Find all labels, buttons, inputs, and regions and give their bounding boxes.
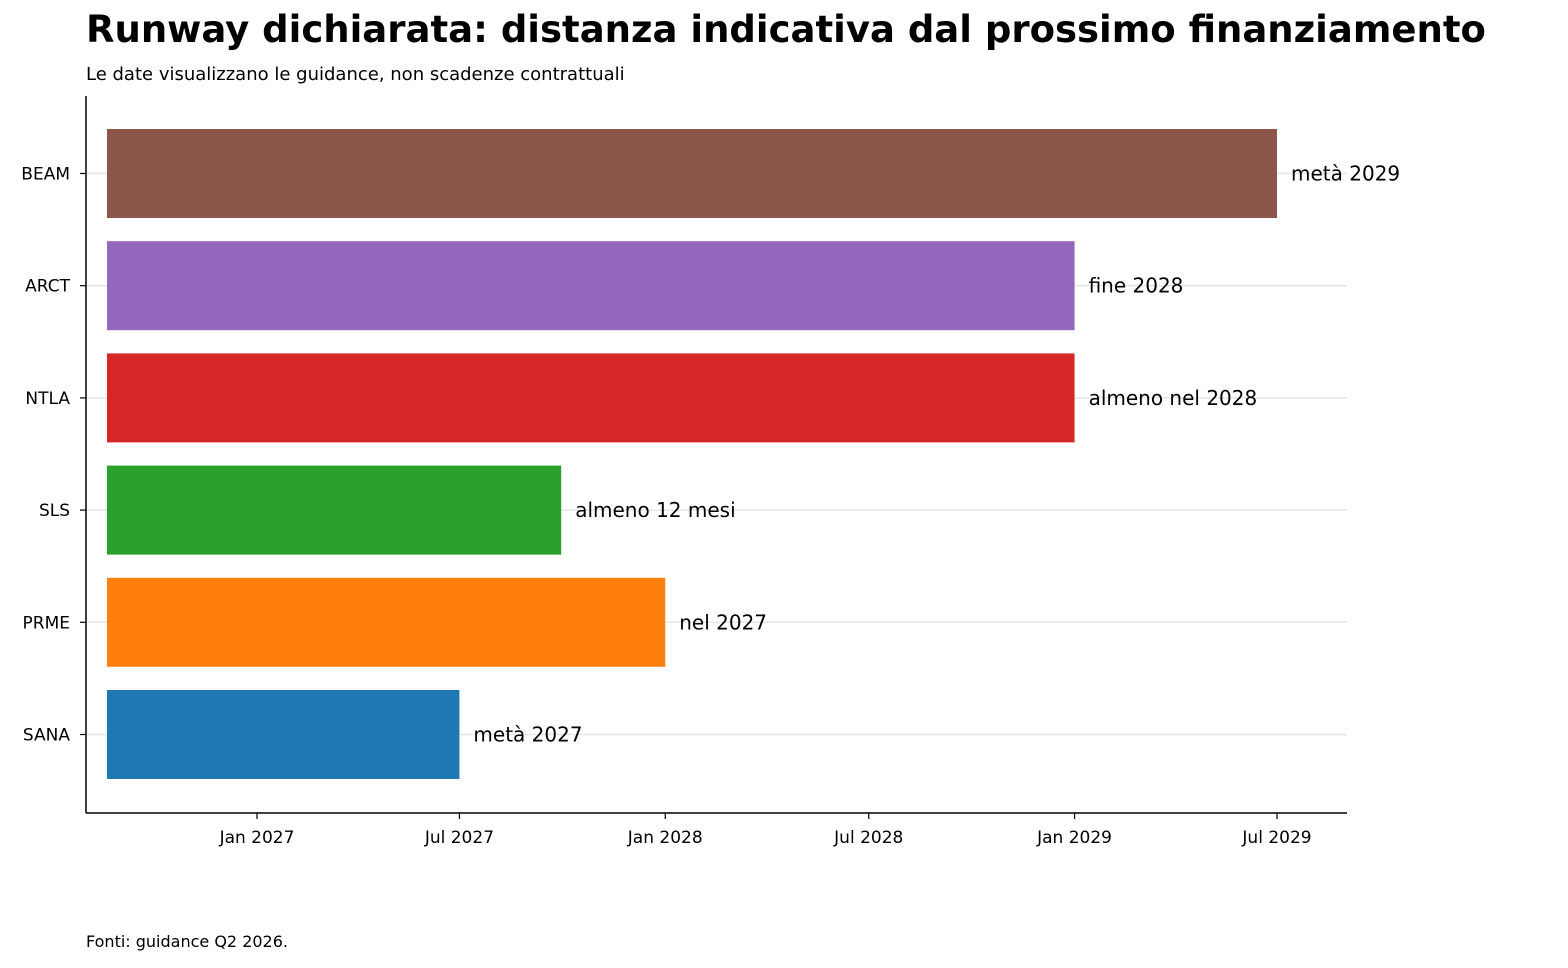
- bars: [107, 129, 1277, 779]
- bar-label-beam: metà 2029: [1291, 162, 1400, 186]
- chart-subtitle: Le date visualizzano le guidance, non sc…: [86, 64, 625, 85]
- bar-label-sls: almeno 12 mesi: [575, 498, 735, 522]
- x-tick-label: Jul 2029: [1241, 828, 1311, 848]
- bar-arct: [107, 241, 1075, 331]
- x-tick-label: Jan 2027: [219, 828, 295, 848]
- y-tick-label-prme: PRME: [23, 613, 70, 633]
- y-tick-label-sana: SANA: [23, 726, 70, 746]
- x-tick-label: Jul 2027: [424, 828, 494, 848]
- axes: BEAM ARCT NTLA SLS PRME SANA Jan 2027 Jul 2027 J…: [21, 96, 1347, 848]
- bar-ntla: [107, 353, 1075, 443]
- bar-prme: [107, 577, 666, 667]
- bar-label-prme: nel 2027: [679, 610, 767, 634]
- bar-label-sana: metà 2027: [473, 723, 582, 747]
- chart-title: Runway dichiarata: distanza indicativa d…: [86, 8, 1486, 51]
- y-tick-label-sls: SLS: [39, 501, 70, 521]
- bar-beam: [107, 129, 1277, 218]
- bar-sana: [107, 690, 460, 779]
- y-tick-label-arct: ARCT: [25, 277, 70, 297]
- x-tick-label: Jan 2029: [1036, 828, 1112, 848]
- x-tick-label: Jan 2028: [627, 828, 703, 848]
- y-tick-label-beam: BEAM: [21, 165, 70, 185]
- bar-sls: [107, 465, 562, 555]
- x-tick-label: Jul 2028: [833, 828, 903, 848]
- chart-source-note: Fonti: guidance Q2 2026.: [86, 932, 288, 951]
- y-tick-label-ntla: NTLA: [25, 389, 70, 409]
- bar-label-ntla: almeno nel 2028: [1089, 386, 1258, 410]
- bar-label-arct: fine 2028: [1089, 274, 1184, 298]
- bar-labels: metà 2029 fine 2028 almeno nel 2028 almeno …: [473, 162, 1400, 747]
